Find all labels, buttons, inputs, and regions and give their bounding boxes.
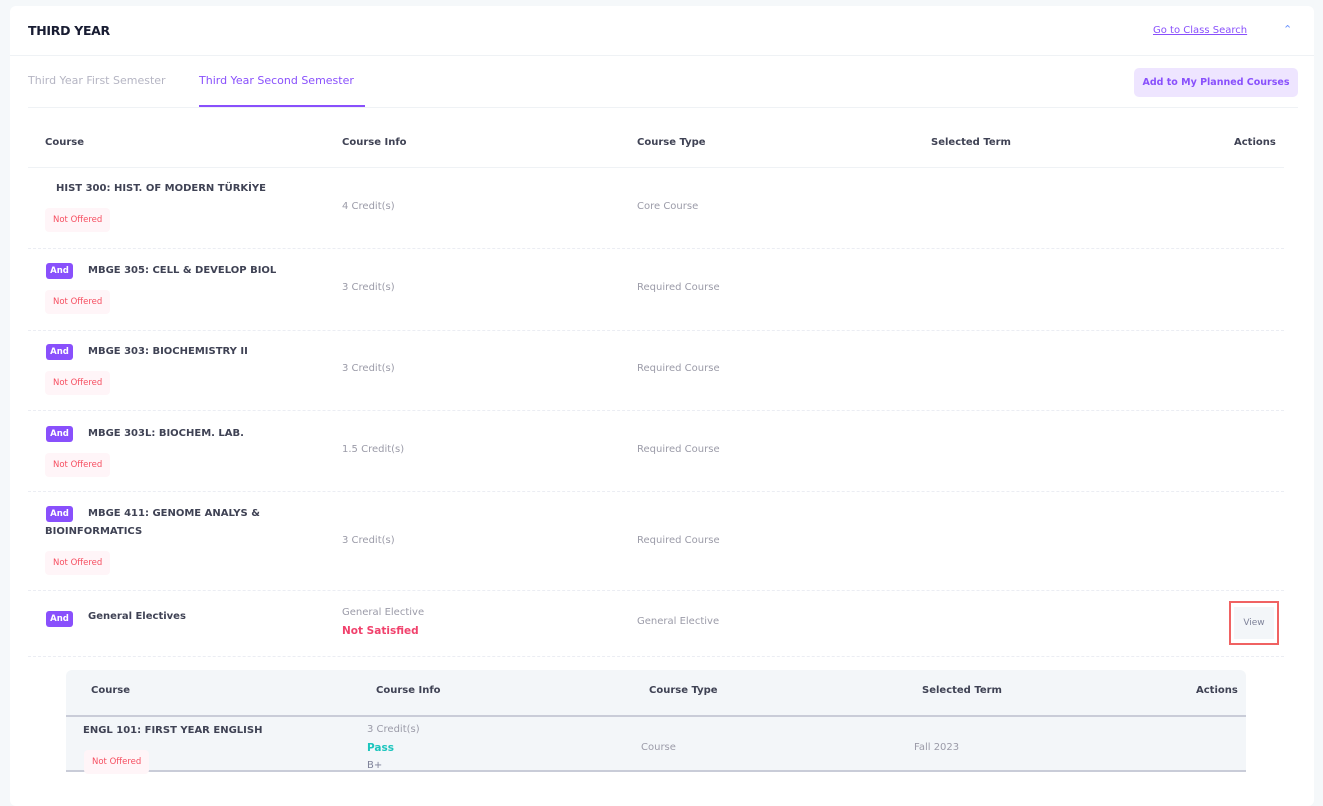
view-button[interactable]: View — [1234, 607, 1274, 639]
divider — [28, 590, 1284, 591]
divider — [28, 410, 1284, 411]
not-offered-badge: Not Offered — [45, 453, 111, 477]
selected-term: Fall 2023 — [914, 742, 960, 753]
course-info: 4 Credit(s) — [342, 201, 395, 212]
course-info: 1.5 Credit(s) — [342, 444, 405, 455]
tab-third-year-second-semester[interactable]: Third Year Second Semester — [199, 74, 354, 87]
section-title: THIRD YEAR — [28, 23, 110, 38]
divider — [66, 715, 1246, 717]
go-to-class-search-link[interactable]: Go to Class Search — [1153, 25, 1248, 36]
not-offered-badge: Not Offered — [45, 208, 111, 232]
view-button-highlight[interactable]: View — [1229, 601, 1279, 645]
pass-status: Pass — [367, 742, 394, 754]
course-name: MBGE 303L: BIOCHEM. LAB. — [88, 428, 244, 439]
column-header-course: Course — [45, 137, 84, 148]
course-name: MBGE 305: CELL & DEVELOP BIOL — [88, 265, 277, 276]
course-name: MBGE 411: GENOME ANALYS & — [88, 508, 260, 519]
and-badge: And — [46, 344, 73, 360]
course-name: HIST 300: HIST. OF MODERN TÜRKİYE — [56, 183, 266, 194]
column-header-course-type: Course Type — [637, 137, 706, 148]
and-badge: And — [46, 506, 73, 522]
and-badge: And — [46, 611, 73, 627]
grade: B+ — [367, 760, 383, 771]
divider — [10, 55, 1314, 56]
course-type: Course — [641, 742, 676, 753]
course-info: 3 Credit(s) — [367, 724, 420, 735]
course-type: Required Course — [637, 535, 720, 546]
not-offered-badge: Not Offered — [45, 551, 111, 575]
tab-divider — [28, 107, 1298, 108]
and-badge: And — [46, 426, 73, 442]
and-badge: And — [46, 263, 73, 279]
course-type: Required Course — [637, 444, 720, 455]
nested-header-course: Course — [91, 685, 130, 696]
not-offered-badge: Not Offered — [84, 750, 150, 774]
course-type: Required Course — [637, 363, 720, 374]
active-tab-indicator — [199, 105, 365, 107]
chevron-up-icon[interactable]: ⌃ — [1283, 23, 1293, 36]
divider — [28, 656, 1284, 657]
course-info: 3 Credit(s) — [342, 363, 395, 374]
course-info: 3 Credit(s) — [342, 282, 395, 293]
not-offered-badge: Not Offered — [45, 290, 111, 314]
column-header-course-info: Course Info — [342, 137, 407, 148]
course-name: MBGE 303: BIOCHEMISTRY II — [88, 346, 248, 357]
nested-header-course-type: Course Type — [649, 685, 718, 696]
course-name: General Electives — [88, 611, 186, 622]
divider — [28, 330, 1284, 331]
course-name: ENGL 101: FIRST YEAR ENGLISH — [83, 725, 263, 736]
tab-third-year-first-semester[interactable]: Third Year First Semester — [28, 74, 166, 87]
divider — [28, 491, 1284, 492]
nested-header-actions: Actions — [1196, 685, 1238, 696]
nested-header-course-info: Course Info — [376, 685, 441, 696]
divider — [28, 167, 1284, 168]
column-header-selected-term: Selected Term — [931, 137, 1011, 148]
nested-header-selected-term: Selected Term — [922, 685, 1002, 696]
add-to-planned-courses-button[interactable]: Add to My Planned Courses — [1134, 68, 1298, 97]
not-offered-badge: Not Offered — [45, 371, 111, 395]
course-type: Core Course — [637, 201, 699, 212]
divider — [28, 248, 1284, 249]
course-type: General Elective — [637, 616, 720, 627]
course-info: General Elective — [342, 607, 425, 618]
not-satisfied-status: Not Satisfied — [342, 625, 419, 637]
nested-course-table: Course Course Info Course Type Selected … — [66, 670, 1246, 774]
column-header-actions: Actions — [1234, 137, 1276, 148]
third-year-card: THIRD YEAR Go to Class Search ⌃ Third Ye… — [10, 6, 1314, 806]
course-info: 3 Credit(s) — [342, 535, 395, 546]
course-type: Required Course — [637, 282, 720, 293]
course-name-continued: BIOINFORMATICS — [45, 526, 143, 537]
